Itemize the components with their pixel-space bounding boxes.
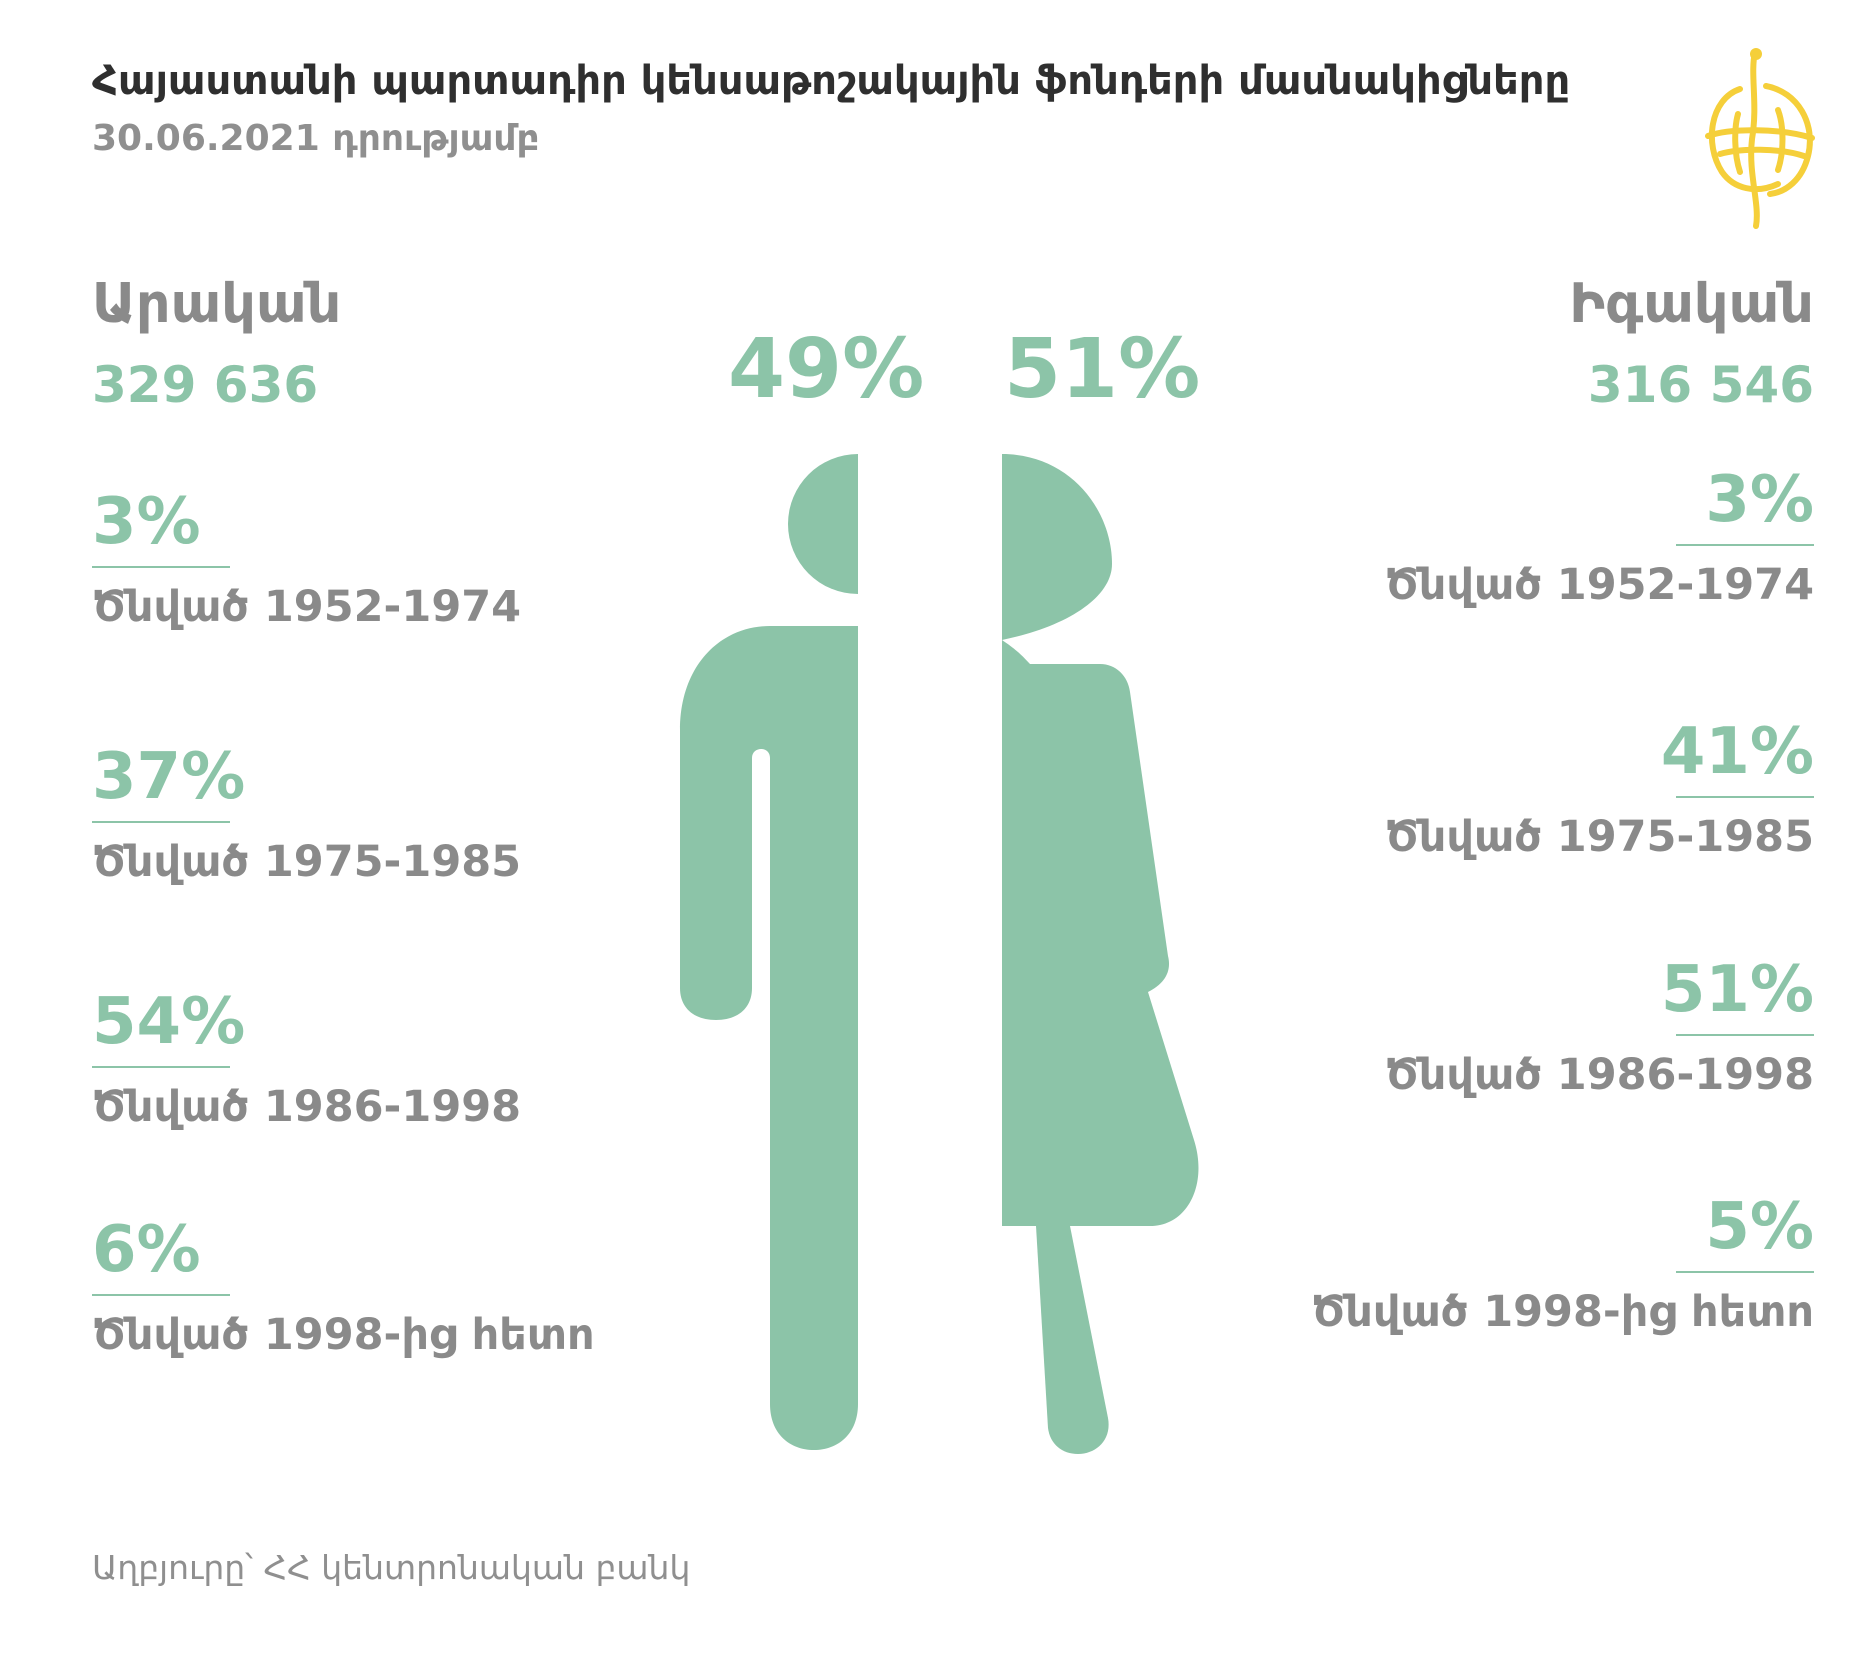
male-group-3: 54% Ծնված 1986-1998 [92, 990, 652, 1132]
female-group-2: 41% Ծնված 1975-1985 [1254, 720, 1814, 862]
female-group-1: 3% Ծնված 1952-1974 [1254, 468, 1814, 610]
female-count: 316 546 [1587, 356, 1814, 414]
male-label: Արական [92, 272, 342, 335]
female-group-2-pct: 41% [1660, 715, 1814, 789]
female-group-1-rule [1676, 544, 1814, 546]
male-group-3-rule [92, 1066, 230, 1068]
male-group-1-label: Ծնված 1952-1974 [92, 582, 522, 632]
male-share: 49% [728, 322, 925, 417]
chart-subtitle: 30.06.2021 դրությամբ [92, 118, 540, 159]
male-group-1: 3% Ծնված 1952-1974 [92, 490, 652, 632]
female-group-1-label: Ծնված 1952-1974 [1384, 560, 1814, 610]
female-group-4-label: Ծնված 1998-ից հետո [1311, 1287, 1814, 1337]
male-group-2-rule [92, 821, 230, 823]
male-group-3-label: Ծնված 1986-1998 [92, 1082, 522, 1132]
gender-pictogram [680, 454, 1199, 1454]
male-group-3-pct: 54% [92, 985, 246, 1059]
female-label: Իգական [1569, 272, 1814, 335]
male-group-4-rule [92, 1294, 230, 1296]
female-group-3-pct: 51% [1660, 953, 1814, 1027]
female-group-3: 51% Ծնված 1986-1998 [1254, 958, 1814, 1100]
female-group-1-pct: 3% [1705, 463, 1814, 537]
male-group-1-rule [92, 566, 230, 568]
male-group-1-pct: 3% [92, 485, 201, 559]
male-group-2: 37% Ծնված 1975-1985 [92, 745, 652, 887]
female-group-3-label: Ծնված 1986-1998 [1384, 1050, 1814, 1100]
female-group-3-rule [1676, 1034, 1814, 1036]
female-torso-skirt [1002, 640, 1199, 1226]
male-group-4-pct: 6% [92, 1213, 201, 1287]
sun-globe-logo-icon [1705, 48, 1815, 229]
female-group-4-rule [1676, 1271, 1814, 1273]
male-group-2-label: Ծնված 1975-1985 [92, 837, 522, 887]
male-count: 329 636 [92, 356, 319, 414]
female-group-4-pct: 5% [1705, 1190, 1814, 1264]
male-group-4: 6% Ծնված 1998-ից հետո [92, 1218, 652, 1360]
female-group-4: 5% Ծնված 1998-ից հետո [1254, 1195, 1814, 1337]
male-body [680, 626, 858, 1450]
chart-title: Հայաստանի պարտադիր կենսաթոշակային ֆոնդեր… [92, 58, 1571, 104]
male-group-4-label: Ծնված 1998-ից հետո [92, 1310, 595, 1360]
source-note: Աղբյուրը՝ ՀՀ կենտրոնական բանկ [92, 1548, 691, 1587]
male-group-2-pct: 37% [92, 740, 246, 814]
male-head [788, 454, 858, 594]
female-group-2-label: Ծնված 1975-1985 [1384, 812, 1814, 862]
female-leg [1036, 1226, 1109, 1454]
female-head [1002, 454, 1112, 640]
female-share: 51% [1004, 322, 1201, 417]
female-group-2-rule [1676, 796, 1814, 798]
